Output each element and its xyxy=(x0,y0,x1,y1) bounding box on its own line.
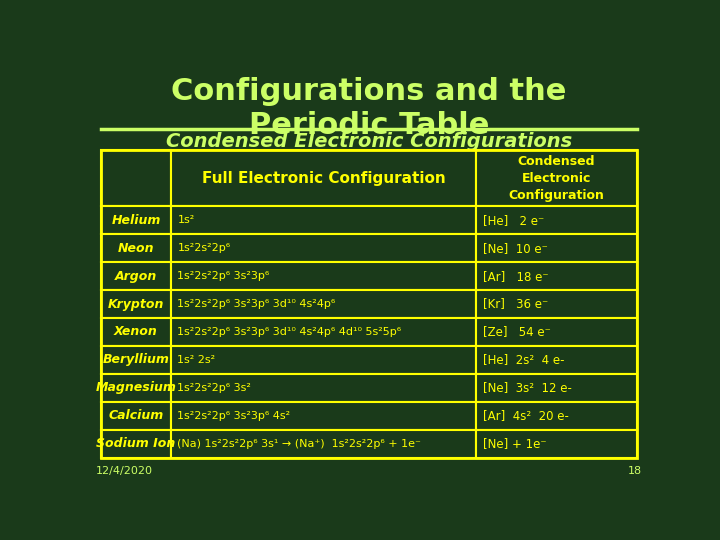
Text: 18: 18 xyxy=(629,467,642,476)
Text: Magnesium: Magnesium xyxy=(96,381,176,394)
Bar xyxy=(101,150,636,458)
Bar xyxy=(101,430,171,458)
Bar xyxy=(101,402,171,430)
Bar xyxy=(171,290,476,318)
Bar xyxy=(171,206,476,234)
Bar xyxy=(101,206,171,234)
Bar xyxy=(101,318,171,346)
Text: [Ne]  10 e⁻: [Ne] 10 e⁻ xyxy=(483,241,548,254)
Text: Helium: Helium xyxy=(112,214,161,227)
Bar xyxy=(476,262,636,290)
Text: [Ar]   18 e⁻: [Ar] 18 e⁻ xyxy=(483,269,549,282)
Text: 1s²2s²2p⁶ 3s²3p⁶ 3d¹⁰ 4s²4p⁶: 1s²2s²2p⁶ 3s²3p⁶ 3d¹⁰ 4s²4p⁶ xyxy=(178,299,336,309)
Text: [Ar]  4s²  20 e-: [Ar] 4s² 20 e- xyxy=(483,409,569,422)
Text: 1s²2s²2p⁶ 3s²3p⁶ 4s²: 1s²2s²2p⁶ 3s²3p⁶ 4s² xyxy=(178,411,291,421)
Bar xyxy=(476,374,636,402)
Text: 1s²2s²2p⁶ 3s²: 1s²2s²2p⁶ 3s² xyxy=(178,383,251,393)
Bar xyxy=(476,150,636,206)
Text: 12/4/2020: 12/4/2020 xyxy=(96,467,153,476)
Text: 1s² 2s²: 1s² 2s² xyxy=(178,355,215,365)
Bar xyxy=(171,262,476,290)
Bar xyxy=(476,290,636,318)
Bar xyxy=(171,430,476,458)
Bar xyxy=(171,374,476,402)
Text: [Kr]   36 e⁻: [Kr] 36 e⁻ xyxy=(483,298,548,310)
Bar xyxy=(171,150,476,206)
Bar xyxy=(101,234,171,262)
Text: Beryllium: Beryllium xyxy=(102,353,169,367)
Text: Calcium: Calcium xyxy=(108,409,163,422)
Text: [He]   2 e⁻: [He] 2 e⁻ xyxy=(483,214,544,227)
Bar xyxy=(476,318,636,346)
Text: Configurations and the
Periodic Table: Configurations and the Periodic Table xyxy=(171,77,567,140)
Bar xyxy=(476,402,636,430)
Text: (Na) 1s²2s²2p⁶ 3s¹ → (Na⁺)  1s²2s²2p⁶ + 1e⁻: (Na) 1s²2s²2p⁶ 3s¹ → (Na⁺) 1s²2s²2p⁶ + 1… xyxy=(178,439,421,449)
Text: [Ne]  3s²  12 e-: [Ne] 3s² 12 e- xyxy=(483,381,572,394)
Bar xyxy=(101,346,171,374)
Text: Krypton: Krypton xyxy=(108,298,164,310)
Text: 1s²2s²2p⁶ 3s²3p⁶: 1s²2s²2p⁶ 3s²3p⁶ xyxy=(178,271,270,281)
Text: [He]  2s²  4 e-: [He] 2s² 4 e- xyxy=(483,353,564,367)
Bar xyxy=(101,374,171,402)
Bar xyxy=(476,346,636,374)
Text: 1s²2s²2p⁶ 3s²3p⁶ 3d¹⁰ 4s²4p⁶ 4d¹⁰ 5s²5p⁶: 1s²2s²2p⁶ 3s²3p⁶ 3d¹⁰ 4s²4p⁶ 4d¹⁰ 5s²5p⁶ xyxy=(178,327,402,337)
Bar xyxy=(476,430,636,458)
Bar xyxy=(101,150,171,206)
Text: Xenon: Xenon xyxy=(114,326,158,339)
Text: 1s²: 1s² xyxy=(178,215,194,225)
Text: Argon: Argon xyxy=(115,269,157,282)
Bar xyxy=(476,206,636,234)
Text: Sodium Ion: Sodium Ion xyxy=(96,437,176,450)
Bar xyxy=(101,262,171,290)
Text: Full Electronic Configuration: Full Electronic Configuration xyxy=(202,171,446,186)
Bar xyxy=(171,346,476,374)
Text: [Ne] + 1e⁻: [Ne] + 1e⁻ xyxy=(483,437,546,450)
Text: Neon: Neon xyxy=(118,241,154,254)
Text: 1s²2s²2p⁶: 1s²2s²2p⁶ xyxy=(178,243,230,253)
Bar xyxy=(171,402,476,430)
Bar xyxy=(101,290,171,318)
Bar xyxy=(476,234,636,262)
Text: Condensed
Electronic
Configuration: Condensed Electronic Configuration xyxy=(508,154,604,201)
Bar xyxy=(171,234,476,262)
Text: [Ze]   54 e⁻: [Ze] 54 e⁻ xyxy=(483,326,551,339)
Bar xyxy=(171,318,476,346)
Text: Condensed Electronic Configurations: Condensed Electronic Configurations xyxy=(166,132,572,151)
